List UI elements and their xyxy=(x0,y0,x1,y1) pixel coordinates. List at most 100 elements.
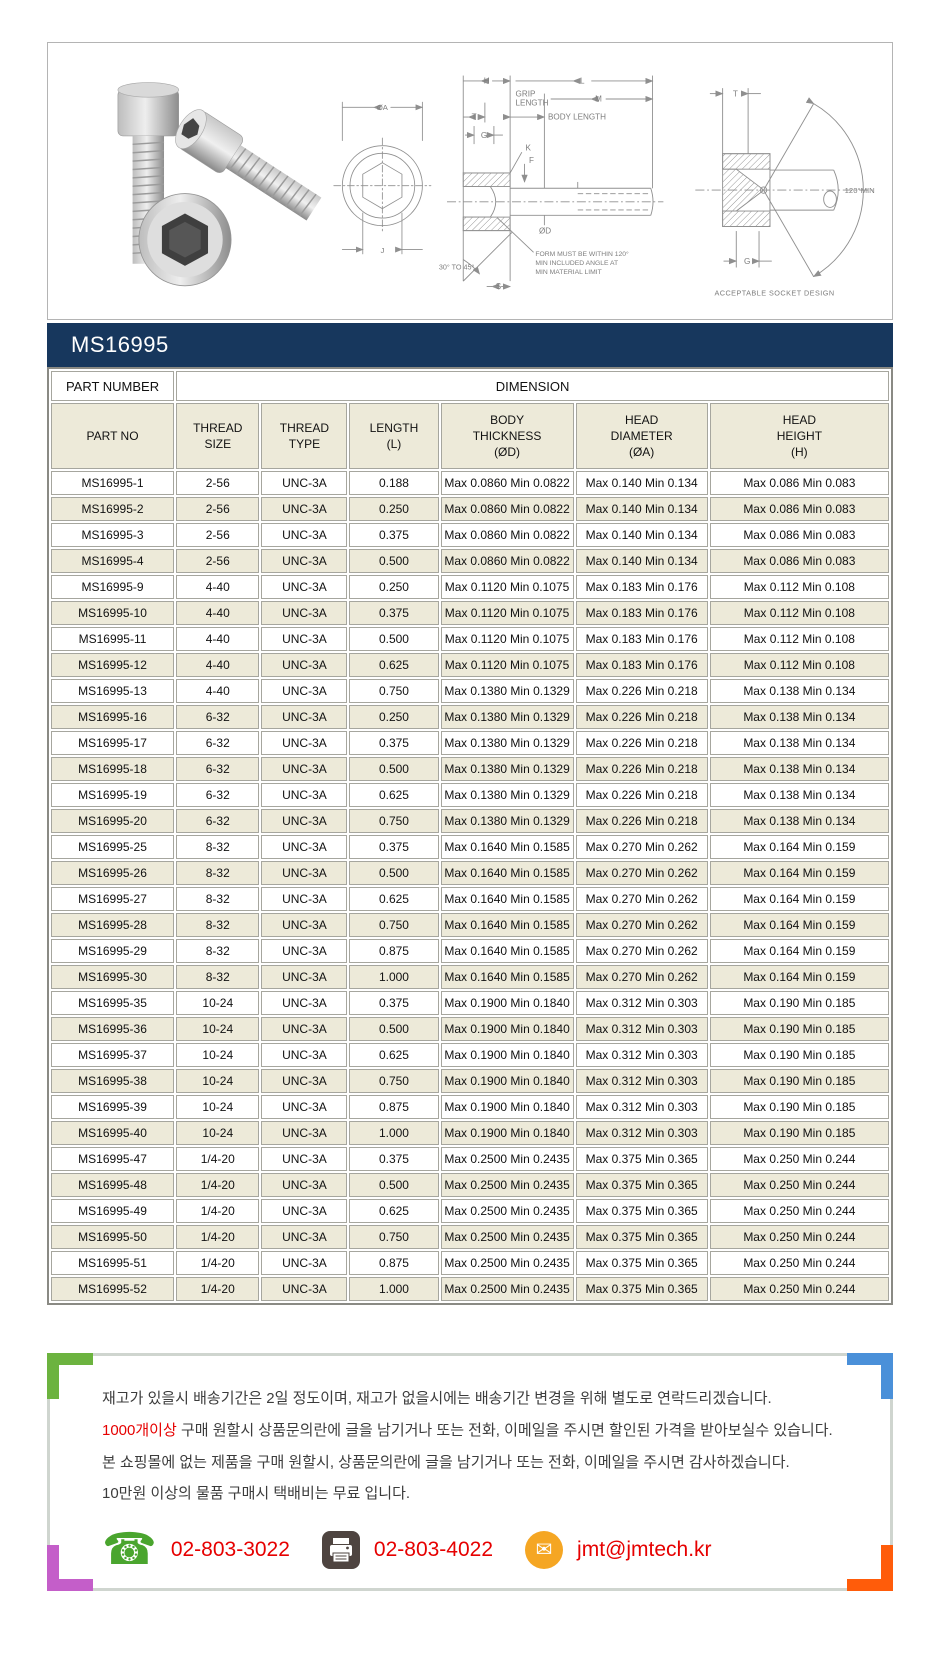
dim-label-g: G xyxy=(481,130,487,139)
table-cell: Max 0.375 Min 0.365 xyxy=(575,1277,708,1301)
table-cell: Max 0.1380 Min 0.1329 xyxy=(440,783,574,807)
table-cell: 0.625 xyxy=(349,653,439,677)
table-cell: 1/4-20 xyxy=(176,1173,260,1197)
phone-number: 02-803-3022 xyxy=(170,1537,290,1561)
table-cell: Max 0.226 Min 0.218 xyxy=(575,705,708,729)
table-cell: Max 0.190 Min 0.185 xyxy=(709,991,889,1015)
email-address[interactable]: jmt@jmtech.kr xyxy=(577,1537,712,1561)
table-cell: Max 0.1900 Min 0.1840 xyxy=(440,1017,574,1041)
table-row: MS16995-3 2-56 UNC-3A 0.375 Max 0.0860 Min 0… xyxy=(51,523,889,547)
table-cell: MS16995-52 xyxy=(51,1277,175,1301)
table-row: MS16995-51 1/4-20 UNC-3A 0.875 Max 0.2500 Mi… xyxy=(51,1251,889,1275)
table-cell: 0.750 xyxy=(349,913,439,937)
table-cell: Max 0.270 Min 0.262 xyxy=(575,965,708,989)
table-cell: MS16995-26 xyxy=(51,861,175,885)
dimension-table-wrap: PART NUMBER DIMENSION PART NO THREAD SIZE… xyxy=(47,367,893,1305)
table-cell: MS16995-19 xyxy=(51,783,175,807)
table-cell: Max 0.270 Min 0.262 xyxy=(575,861,708,885)
table-cell: Max 0.138 Min 0.134 xyxy=(709,783,889,807)
table-cell: UNC-3A xyxy=(261,991,348,1015)
corner-accent-blue xyxy=(847,1353,893,1399)
table-cell: Max 0.312 Min 0.303 xyxy=(575,1095,708,1119)
dim-label-s: S xyxy=(496,282,502,291)
table-cell: MS16995-50 xyxy=(51,1225,175,1249)
table-row: MS16995-16 6-32 UNC-3A 0.250 Max 0.1380 Min … xyxy=(51,705,889,729)
shipping-notice-box: 재고가 있을시 배송기간은 2일 정도이며, 재고가 없을시에는 배송기간 변경… xyxy=(47,1353,893,1591)
table-cell: Max 0.0860 Min 0.0822 xyxy=(440,471,574,495)
table-cell: 4-40 xyxy=(176,575,260,599)
table-row: MS16995-9 4-40 UNC-3A 0.250 Max 0.1120 Min 0… xyxy=(51,575,889,599)
product-image-panel: ØA J xyxy=(47,42,893,320)
table-cell: Max 0.250 Min 0.244 xyxy=(709,1173,889,1197)
table-row: MS16995-48 1/4-20 UNC-3A 0.500 Max 0.2500 Mi… xyxy=(51,1173,889,1197)
table-cell: 6-32 xyxy=(176,783,260,807)
table-cell: MS16995-10 xyxy=(51,601,175,625)
table-cell: Max 0.312 Min 0.303 xyxy=(575,1121,708,1145)
table-cell: 8-32 xyxy=(176,835,260,859)
table-cell: UNC-3A xyxy=(261,471,348,495)
table-cell: 0.500 xyxy=(349,757,439,781)
table-cell: 0.375 xyxy=(349,523,439,547)
table-cell: UNC-3A xyxy=(261,705,348,729)
table-cell: Max 0.190 Min 0.185 xyxy=(709,1121,889,1145)
table-cell: 8-32 xyxy=(176,887,260,911)
table-cell: 10-24 xyxy=(176,1017,260,1041)
table-cell: 0.500 xyxy=(349,549,439,573)
table-cell: 0.250 xyxy=(349,497,439,521)
column-header: LENGTH (L) xyxy=(349,403,439,469)
table-cell: MS16995-37 xyxy=(51,1043,175,1067)
table-cell: UNC-3A xyxy=(261,1173,348,1197)
table-cell: Max 0.0860 Min 0.0822 xyxy=(440,549,574,573)
table-row: MS16995-27 8-32 UNC-3A 0.625 Max 0.1640 Min … xyxy=(51,887,889,911)
table-cell: 6-32 xyxy=(176,757,260,781)
table-cell: Max 0.140 Min 0.134 xyxy=(575,497,708,521)
table-cell: Max 0.140 Min 0.134 xyxy=(575,549,708,573)
dim-label-l: L xyxy=(580,76,585,85)
table-cell: 0.500 xyxy=(349,861,439,885)
section-view-diagram: H L GRIP LENGTH M T BODY LENGTH G K F ØD… xyxy=(439,75,664,291)
notice-line-3: 본 쇼핑몰에 없는 제품을 구매 원할시, 상품문의란에 글을 남기거나 또는 … xyxy=(102,1453,790,1471)
table-cell: 1.000 xyxy=(349,965,439,989)
table-cell: 4-40 xyxy=(176,679,260,703)
table-cell: Max 0.112 Min 0.108 xyxy=(709,575,889,599)
table-cell: UNC-3A xyxy=(261,1277,348,1301)
table-row: MS16995-38 10-24 UNC-3A 0.750 Max 0.1900 Min… xyxy=(51,1069,889,1093)
dim-label-t: T xyxy=(472,112,477,121)
table-cell: UNC-3A xyxy=(261,1069,348,1093)
table-cell: UNC-3A xyxy=(261,627,348,651)
table-cell: Max 0.112 Min 0.108 xyxy=(709,653,889,677)
table-row: MS16995-30 8-32 UNC-3A 1.000 Max 0.1640 Min … xyxy=(51,965,889,989)
table-row: MS16995-35 10-24 UNC-3A 0.375 Max 0.1900 Min… xyxy=(51,991,889,1015)
table-cell: UNC-3A xyxy=(261,939,348,963)
table-cell: Max 0.270 Min 0.262 xyxy=(575,913,708,937)
table-cell: UNC-3A xyxy=(261,679,348,703)
table-cell: Max 0.1380 Min 0.1329 xyxy=(440,757,574,781)
table-cell: UNC-3A xyxy=(261,1251,348,1275)
table-cell: MS16995-39 xyxy=(51,1095,175,1119)
table-cell: Max 0.312 Min 0.303 xyxy=(575,1017,708,1041)
table-cell: Max 0.112 Min 0.108 xyxy=(709,601,889,625)
email-icon: ✉ xyxy=(525,1530,564,1569)
group-header-row: PART NUMBER DIMENSION xyxy=(51,371,889,401)
notice-line-1: 재고가 있을시 배송기간은 2일 정도이며, 재고가 없을시에는 배송기간 변경… xyxy=(102,1390,772,1407)
table-cell: 0.500 xyxy=(349,627,439,651)
table-cell: Max 0.1120 Min 0.1075 xyxy=(440,627,574,651)
table-cell: 0.625 xyxy=(349,783,439,807)
dim-label-angle: 30° TO 45° xyxy=(439,262,475,271)
notice-line-2: 1000개이상 구매 원할시 상품문의란에 글을 남기거나 또는 전화, 이메일… xyxy=(102,1421,833,1439)
table-cell: MS16995-27 xyxy=(51,887,175,911)
table-cell: Max 0.1640 Min 0.1585 xyxy=(440,861,574,885)
table-cell: Max 0.140 Min 0.134 xyxy=(575,523,708,547)
table-cell: UNC-3A xyxy=(261,757,348,781)
corner-accent-green xyxy=(47,1353,93,1399)
table-row: MS16995-26 8-32 UNC-3A 0.500 Max 0.1640 Min … xyxy=(51,861,889,885)
table-cell: Max 0.226 Min 0.218 xyxy=(575,679,708,703)
table-cell: Max 0.1120 Min 0.1075 xyxy=(440,653,574,677)
section-note-line3: MIN MATERIAL LIMIT xyxy=(536,268,602,275)
table-cell: 0.500 xyxy=(349,1017,439,1041)
socket-design-caption: ACCEPTABLE SOCKET DESIGN xyxy=(715,289,835,298)
table-cell: 4-40 xyxy=(176,653,260,677)
table-cell: MS16995-49 xyxy=(51,1199,175,1223)
table-cell: Max 0.164 Min 0.159 xyxy=(709,913,889,937)
table-cell: MS16995-38 xyxy=(51,1069,175,1093)
